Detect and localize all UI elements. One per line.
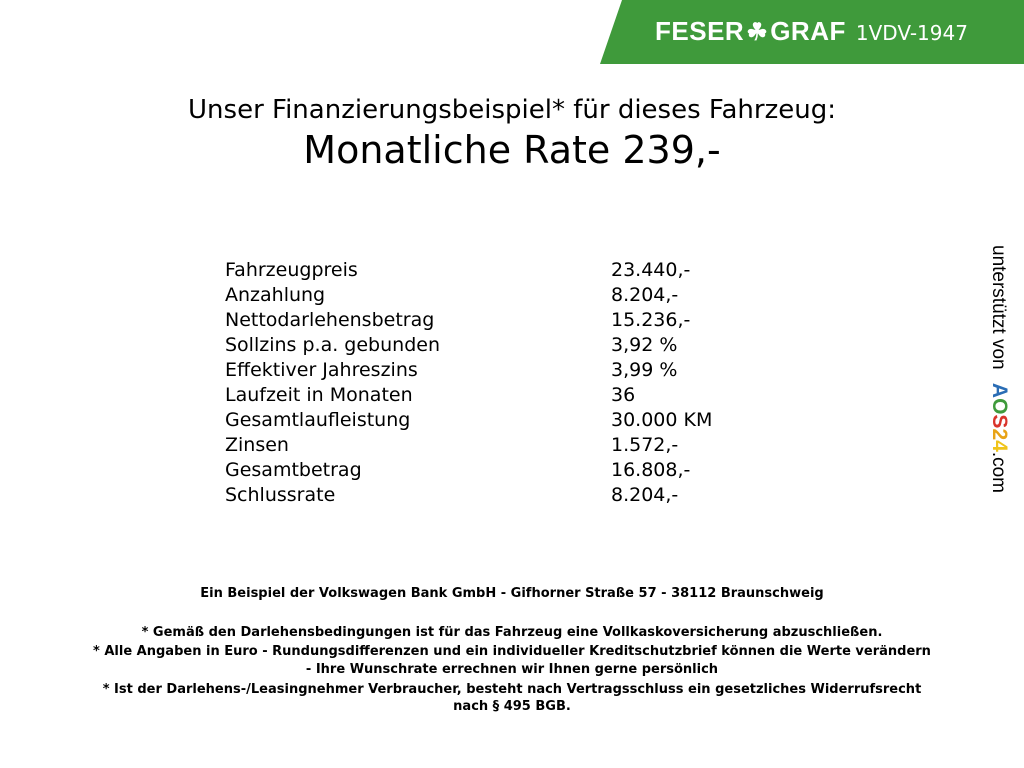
footnote: - Ihre Wunschrate errechnen wir Ihnen ge… [305,662,719,677]
row-value: 8.204,- [611,484,679,506]
logo-suffix: .com [988,451,1009,493]
table-row: Schlussrate 8.204,- [225,483,825,508]
table-row: Gesamtlaufleistung 30.000 KM [225,408,825,433]
row-value: 23.440,- [611,259,691,281]
row-value: 3,92 % [611,334,678,356]
bank-info: Ein Beispiel der Volkswagen Bank GmbH - … [200,586,824,601]
table-row: Nettodarlehensbetrag 15.236,- [225,308,825,333]
clover-icon: ☘ [746,19,769,46]
row-label: Fahrzeugpreis [225,259,358,281]
header-banner [600,0,1024,64]
brand-left: FESER [655,16,745,46]
brand-logo: FESER☘GRAF 1VDV-1947 [655,16,968,47]
dealer-code: 1VDV-1947 [855,21,968,45]
monthly-rate: Monatliche Rate 239,- [303,128,721,172]
row-label: Sollzins p.a. gebunden [225,334,440,356]
row-value: 16.808,- [611,459,691,481]
table-row: Laufzeit in Monaten 36 [225,383,825,408]
row-label: Gesamtlaufleistung [225,409,411,431]
row-value: 15.236,- [611,309,691,331]
footnote: * Alle Angaben in Euro - Rundungsdiffere… [93,644,931,659]
footnote: * Ist der Darlehens-/Leasingnehmer Verbr… [102,682,922,697]
supported-by: unterstützt von AOS24.com [987,245,1011,493]
table-row: Fahrzeugpreis 23.440,- [225,258,825,283]
row-value: 1.572,- [611,434,679,456]
row-value: 3,99 % [611,359,678,381]
row-label: Gesamtbetrag [225,459,362,481]
row-label: Anzahlung [225,284,326,306]
row-value: 36 [611,384,636,406]
table-row: Sollzins p.a. gebunden 3,92 % [225,333,825,358]
row-label: Schlussrate [225,484,336,506]
row-label: Effektiver Jahreszins [225,359,418,381]
aos24-logo: AOS24 [988,382,1011,452]
row-label: Nettodarlehensbetrag [225,309,435,331]
row-value: 30.000 KM [611,409,713,431]
supported-by-text: unterstützt von [988,245,1009,370]
finance-table: Fahrzeugpreis 23.440,- Anzahlung 8.204,- Net… [225,258,825,508]
table-row: Gesamtbetrag 16.808,- [225,458,825,483]
footnote: nach § 495 BGB. [453,699,571,714]
table-row: Zinsen 1.572,- [225,433,825,458]
table-row: Anzahlung 8.204,- [225,283,825,308]
brand-right: GRAF [770,16,846,46]
page-title: Unser Finanzierungsbeispiel* für dieses … [188,95,836,125]
row-label: Laufzeit in Monaten [225,384,413,406]
table-row: Effektiver Jahreszins 3,99 % [225,358,825,383]
row-value: 8.204,- [611,284,679,306]
footnote: * Gemäß den Darlehensbedingungen ist für… [141,625,883,640]
row-label: Zinsen [225,434,289,456]
